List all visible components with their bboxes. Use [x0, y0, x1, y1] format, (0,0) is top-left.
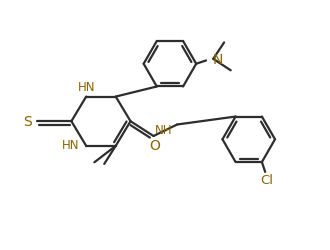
Text: HN: HN	[62, 138, 79, 151]
Text: O: O	[150, 139, 161, 152]
Text: S: S	[23, 115, 32, 129]
Text: N: N	[213, 52, 223, 66]
Text: HN: HN	[78, 81, 95, 94]
Text: NH: NH	[155, 124, 173, 136]
Text: Cl: Cl	[260, 173, 273, 186]
